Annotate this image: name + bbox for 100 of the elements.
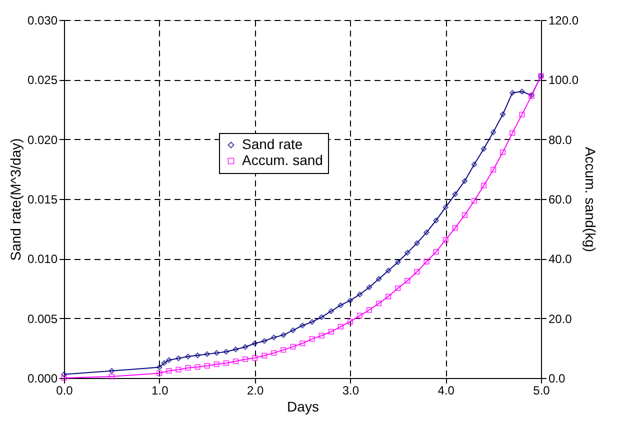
point xyxy=(280,347,286,353)
point xyxy=(290,327,296,334)
point xyxy=(223,348,230,355)
point xyxy=(376,276,382,282)
point xyxy=(261,352,268,358)
y-tick-label: 0.005 xyxy=(27,312,58,326)
y-tick-label: 0.000 xyxy=(27,372,58,386)
y2-tick-label: 20.0 xyxy=(548,312,572,326)
point xyxy=(414,240,420,246)
y2-axis-title: Accum. sand(kg) xyxy=(582,146,599,252)
point xyxy=(433,218,439,224)
point xyxy=(166,368,172,374)
y2-tick-label: 80.0 xyxy=(548,132,572,147)
point xyxy=(194,352,200,358)
point xyxy=(108,368,115,374)
y-tick-label: 0.025 xyxy=(27,73,58,88)
y2-tick-label: 120.0 xyxy=(548,14,579,28)
point xyxy=(490,166,496,173)
y2-tick-label: 100.0 xyxy=(548,73,579,88)
x-tick-label: 0.0 xyxy=(56,384,74,398)
point xyxy=(366,284,372,290)
point xyxy=(500,111,506,118)
point xyxy=(356,292,363,298)
point xyxy=(252,355,258,361)
x-tick-label: 1.0 xyxy=(152,384,169,398)
point xyxy=(433,248,439,255)
point xyxy=(242,344,248,350)
point xyxy=(366,307,372,313)
point xyxy=(347,318,354,324)
point xyxy=(166,357,172,363)
point xyxy=(519,112,525,118)
legend-label: Sand rate xyxy=(242,136,303,152)
y-tick-label: 0.015 xyxy=(27,192,58,206)
y-axis-title: Sand rate(M^3/day) xyxy=(7,138,24,261)
point xyxy=(108,374,115,380)
point xyxy=(386,268,392,274)
point xyxy=(480,146,487,152)
y2-tick-label: 40.0 xyxy=(548,252,572,266)
x-tick-label: 5.0 xyxy=(533,384,550,398)
point xyxy=(480,182,487,188)
point xyxy=(414,268,420,275)
point xyxy=(424,230,430,236)
point xyxy=(300,340,306,346)
point xyxy=(424,258,430,264)
point xyxy=(261,338,268,344)
x-tick-label: 3.0 xyxy=(342,384,360,398)
point xyxy=(176,366,182,372)
y2-tick-label: 0.0 xyxy=(548,372,566,386)
point xyxy=(309,319,315,325)
point xyxy=(232,358,239,364)
point xyxy=(271,350,277,356)
x-axis-title: Days xyxy=(287,398,319,414)
point xyxy=(462,212,468,218)
point xyxy=(156,364,162,370)
point xyxy=(395,259,401,266)
point xyxy=(204,351,210,357)
y-tick-label: 0.010 xyxy=(27,252,58,266)
point xyxy=(156,370,162,376)
point xyxy=(204,362,210,369)
y2-tick-label: 60.0 xyxy=(548,192,572,206)
point xyxy=(318,332,324,338)
point xyxy=(176,355,182,362)
point xyxy=(214,350,220,356)
point xyxy=(223,360,230,366)
point xyxy=(510,90,516,96)
point xyxy=(442,237,448,243)
x-tick-label: 4.0 xyxy=(438,384,455,398)
point xyxy=(271,334,277,340)
point xyxy=(462,178,468,184)
y-tick-label: 0.030 xyxy=(27,14,58,28)
point xyxy=(519,88,525,94)
point xyxy=(300,322,306,328)
point xyxy=(338,302,344,308)
point xyxy=(161,360,168,366)
point xyxy=(214,361,220,368)
point xyxy=(490,129,496,136)
point xyxy=(318,314,324,320)
point xyxy=(376,300,382,306)
point xyxy=(471,162,478,168)
point xyxy=(510,130,516,136)
point xyxy=(309,336,315,342)
point xyxy=(347,298,354,304)
point xyxy=(185,354,191,360)
point xyxy=(280,332,286,338)
point xyxy=(452,225,458,231)
point xyxy=(356,312,363,318)
point xyxy=(395,285,401,292)
point xyxy=(242,356,248,362)
point xyxy=(404,250,410,256)
point xyxy=(328,328,334,335)
point xyxy=(500,149,506,156)
point xyxy=(194,364,200,370)
point xyxy=(442,204,448,210)
x-tick-label: 2.0 xyxy=(246,384,264,398)
point xyxy=(185,365,191,371)
point xyxy=(232,346,239,352)
point xyxy=(386,294,392,300)
point xyxy=(452,191,458,198)
point xyxy=(328,308,334,314)
point xyxy=(471,198,478,204)
